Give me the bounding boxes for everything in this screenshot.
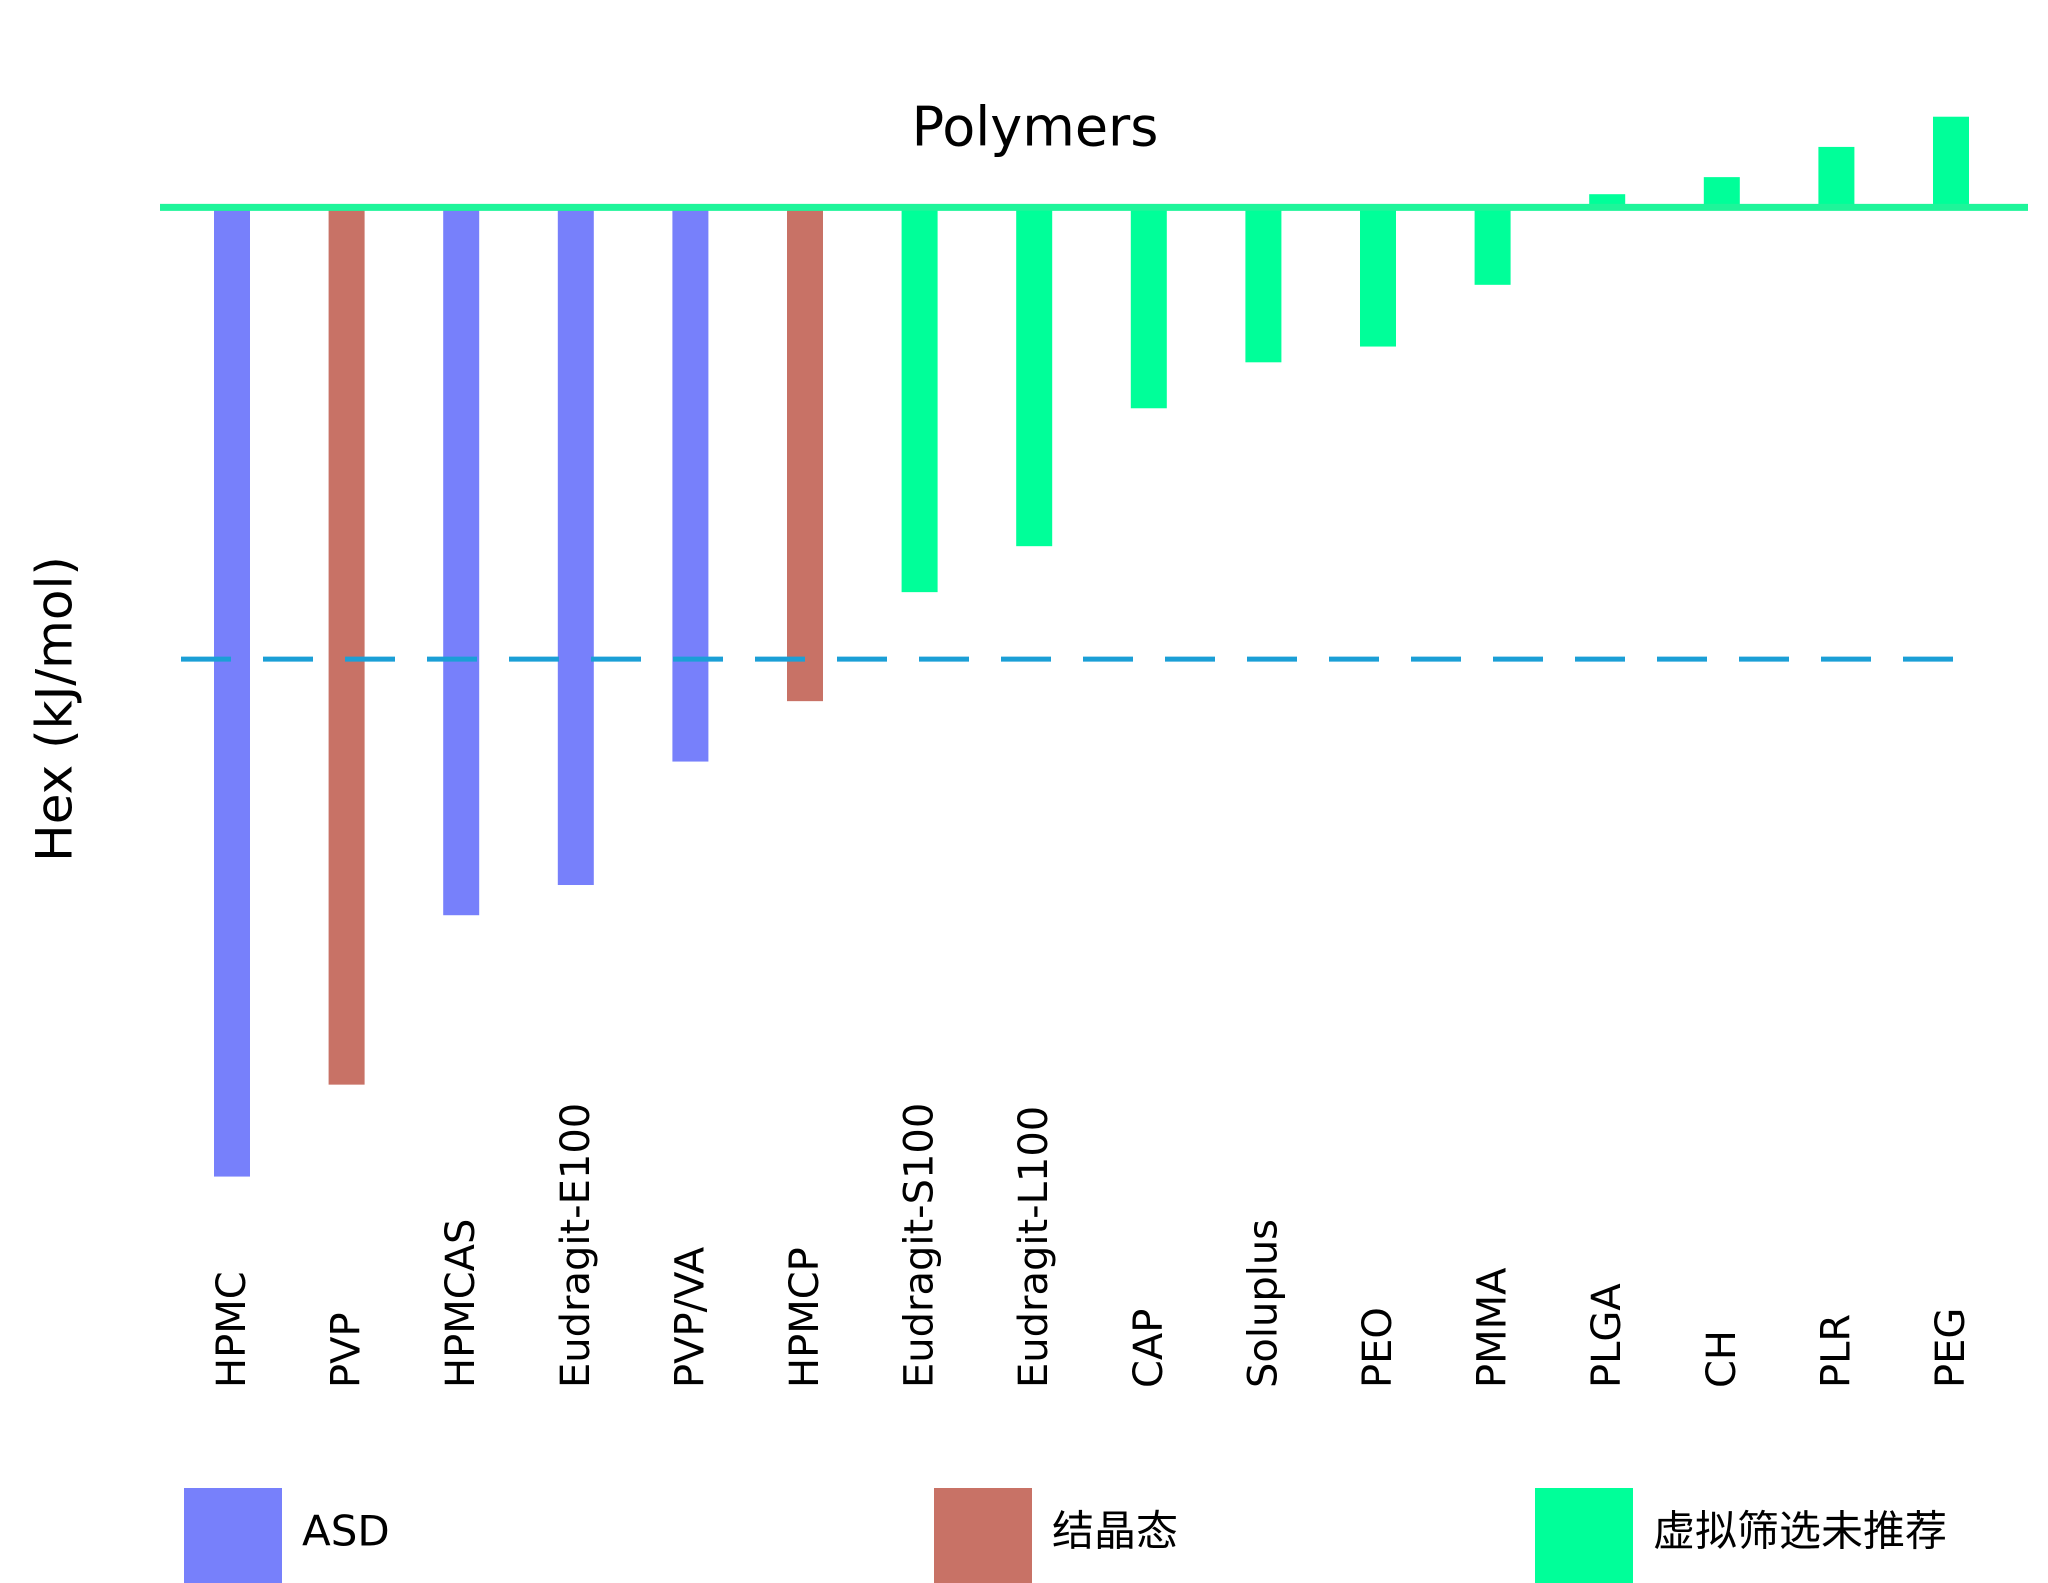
legend-label: 虚拟筛选未推荐 bbox=[1653, 1507, 1947, 1556]
x-tick-label: Eudragit-S100 bbox=[897, 1103, 943, 1388]
bar bbox=[557, 207, 594, 886]
legend-label: ASD bbox=[302, 1507, 390, 1556]
legend-label: 结晶态 bbox=[1052, 1507, 1178, 1556]
y-axis-label: Hex (kJ/mol) bbox=[26, 556, 84, 862]
bar bbox=[1245, 207, 1282, 363]
x-tick-label: HPMCAS bbox=[438, 1219, 484, 1388]
x-tick-label: PEG bbox=[1928, 1308, 1974, 1388]
legend-swatch bbox=[1535, 1488, 1633, 1583]
x-tick-label: PVP/VA bbox=[667, 1246, 713, 1388]
bar bbox=[1933, 116, 1969, 208]
bar bbox=[328, 207, 365, 1085]
bar bbox=[1703, 177, 1740, 208]
x-tick-label: Soluplus bbox=[1240, 1219, 1286, 1388]
x-tick-label: Eudragit-E100 bbox=[553, 1103, 599, 1388]
x-tick-label: PLR bbox=[1813, 1314, 1859, 1388]
bar bbox=[787, 207, 823, 702]
x-tick-label: PEO bbox=[1355, 1307, 1401, 1388]
bar bbox=[901, 207, 938, 593]
legend-swatch bbox=[934, 1488, 1032, 1583]
x-tick-label: Eudragit-L100 bbox=[1011, 1106, 1057, 1388]
legend-swatch bbox=[184, 1488, 282, 1583]
bar bbox=[443, 207, 480, 916]
bar bbox=[1818, 146, 1855, 208]
bar bbox=[672, 207, 709, 762]
bar bbox=[1360, 207, 1396, 347]
x-tick-label: CH bbox=[1699, 1330, 1745, 1388]
x-tick-label: PMMA bbox=[1470, 1267, 1516, 1388]
x-tick-label: CAP bbox=[1126, 1309, 1172, 1388]
chart-title: Polymers bbox=[912, 96, 1159, 159]
bar bbox=[1474, 207, 1511, 285]
x-tick-label: PLGA bbox=[1584, 1283, 1630, 1388]
x-tick-label: HPMCP bbox=[782, 1247, 828, 1388]
x-tick-label: PVP bbox=[324, 1312, 370, 1388]
bar bbox=[1130, 207, 1167, 409]
x-tick-label: HPMC bbox=[209, 1271, 255, 1388]
bar bbox=[1016, 207, 1053, 547]
bar bbox=[214, 207, 250, 1177]
